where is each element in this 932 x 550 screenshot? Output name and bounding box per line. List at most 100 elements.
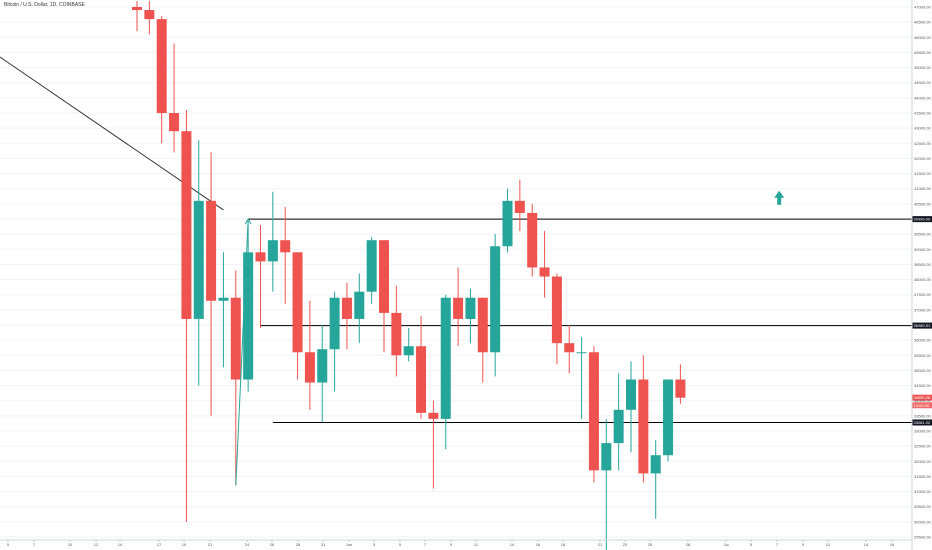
x-tick-label: 12 bbox=[826, 542, 831, 547]
y-tick-label: 37500.00 bbox=[914, 292, 931, 297]
candle-body[interactable] bbox=[416, 346, 427, 413]
level-price-label: 33281.22 bbox=[914, 420, 931, 425]
y-tick-label: 39000.00 bbox=[914, 247, 931, 252]
candle-body[interactable] bbox=[626, 379, 636, 410]
candle-body[interactable] bbox=[551, 276, 562, 344]
price-tag-label: 34050.26 bbox=[914, 395, 931, 400]
y-tick-label: 33000.00 bbox=[914, 429, 931, 434]
candle-body[interactable] bbox=[366, 240, 377, 292]
y-tick-label: 34500.00 bbox=[914, 383, 931, 388]
price-tag-label: 13:00:00 bbox=[914, 403, 930, 408]
y-tick-label: 42500.00 bbox=[914, 141, 931, 146]
y-tick-label: 31500.00 bbox=[914, 474, 931, 479]
price-tag bbox=[912, 394, 932, 401]
candle-body[interactable] bbox=[132, 7, 142, 11]
y-axis[interactable]: 29500.00 30000.00 30500.00 31000.00 31500.00… bbox=[911, 0, 931, 550]
candle-body[interactable] bbox=[477, 297, 488, 353]
level-price-label: 39996.08 bbox=[914, 217, 931, 222]
x-tick-label: 17 bbox=[157, 542, 162, 547]
x-tick-label: 14 bbox=[864, 542, 869, 547]
x-tick-label: 9 bbox=[802, 542, 805, 547]
y-tick-label: 30500.00 bbox=[914, 504, 931, 509]
y-tick-label: 40000.00 bbox=[914, 217, 931, 222]
candle-body[interactable] bbox=[440, 297, 451, 419]
y-tick-label: 33500.00 bbox=[914, 413, 931, 418]
candle-body[interactable] bbox=[663, 379, 674, 456]
x-tick-label: 23 bbox=[623, 542, 628, 547]
candle-body[interactable] bbox=[304, 352, 315, 383]
candle-body[interactable] bbox=[144, 10, 155, 20]
candle-body[interactable] bbox=[650, 455, 661, 474]
x-tick-label: 18 bbox=[561, 542, 566, 547]
grid bbox=[0, 6, 912, 538]
candle-body[interactable] bbox=[354, 291, 365, 319]
candle-body[interactable] bbox=[193, 200, 204, 319]
price-tag bbox=[912, 402, 932, 409]
chart-title: Bitcoin / U.S. Dollar, 1D, COINBASE bbox=[4, 2, 85, 8]
candle-body[interactable] bbox=[527, 212, 538, 268]
candle-body[interactable] bbox=[638, 379, 649, 474]
candle-body[interactable] bbox=[181, 131, 192, 319]
candle-body[interactable] bbox=[613, 409, 624, 444]
candle-body[interactable] bbox=[156, 19, 167, 113]
candle-body[interactable] bbox=[514, 200, 525, 213]
candle-body[interactable] bbox=[218, 297, 229, 301]
y-tick-label: 47000.00 bbox=[914, 5, 931, 10]
candle-body[interactable] bbox=[230, 297, 241, 380]
candle-body[interactable] bbox=[206, 200, 217, 301]
candle-body[interactable] bbox=[588, 352, 599, 471]
y-tick-label: 36000.00 bbox=[914, 338, 931, 343]
candle-body[interactable] bbox=[329, 297, 340, 350]
candle-body[interactable] bbox=[601, 443, 612, 471]
x-tick-label: 28 bbox=[296, 542, 301, 547]
candle-body[interactable] bbox=[243, 252, 254, 380]
candle-body[interactable] bbox=[267, 240, 278, 262]
candle-body[interactable] bbox=[675, 379, 686, 398]
x-tick-label: 31 bbox=[321, 542, 326, 547]
candle-body[interactable] bbox=[280, 240, 291, 253]
candle-body[interactable] bbox=[391, 312, 402, 356]
candle-body[interactable] bbox=[255, 252, 266, 262]
up-arrow-icon[interactable] bbox=[774, 190, 785, 205]
y-tick-label: 45500.00 bbox=[914, 50, 931, 55]
candle-body[interactable] bbox=[502, 200, 513, 247]
annotations[interactable]: 34050.26 13:00:00 bbox=[235, 190, 932, 486]
level-price-tag bbox=[912, 322, 932, 329]
candle-body[interactable] bbox=[465, 297, 476, 319]
candle-body[interactable] bbox=[576, 352, 587, 354]
candle-body[interactable] bbox=[428, 412, 439, 419]
candle-body[interactable] bbox=[490, 246, 501, 353]
projection-arrow-line[interactable] bbox=[235, 219, 249, 486]
x-tick-label: 16 bbox=[890, 542, 895, 547]
x-tick-label: 21 bbox=[598, 542, 603, 547]
x-tick-label: Jul bbox=[723, 542, 728, 547]
candle-body[interactable] bbox=[292, 252, 303, 353]
x-axis[interactable]: 5 7 10 12 14 17 19 21 24 26 28 31 Jun 3 5 7 9 11 14 16 18 21 2… bbox=[0, 539, 912, 547]
candle-body[interactable] bbox=[403, 346, 414, 356]
candle-body[interactable] bbox=[379, 240, 389, 313]
candle-body[interactable] bbox=[564, 343, 575, 353]
y-tick-label: 37000.00 bbox=[914, 307, 931, 312]
y-tick-label: 41500.00 bbox=[914, 171, 931, 176]
y-tick-label: 30000.00 bbox=[914, 519, 931, 524]
projection-arrowhead bbox=[244, 218, 252, 225]
candles[interactable] bbox=[132, 0, 686, 550]
candle-body[interactable] bbox=[539, 267, 550, 277]
x-tick-label: 26 bbox=[270, 542, 275, 547]
candle-body[interactable] bbox=[341, 297, 352, 319]
y-tick-label: 29500.00 bbox=[914, 535, 931, 540]
x-tick-label: Jun bbox=[346, 542, 352, 547]
x-tick-label: 7 bbox=[424, 542, 427, 547]
x-tick-label: 11 bbox=[474, 542, 479, 547]
y-tick-label: 41000.00 bbox=[914, 186, 931, 191]
x-tick-label: 10 bbox=[68, 542, 73, 547]
x-tick-label: 14 bbox=[118, 542, 123, 547]
y-tick-label: 38000.00 bbox=[914, 277, 931, 282]
candle-body[interactable] bbox=[317, 349, 328, 383]
level-price-tag bbox=[912, 419, 932, 426]
y-tick-label: 35500.00 bbox=[914, 353, 931, 358]
candle-body[interactable] bbox=[453, 297, 464, 319]
y-tick-label: 42000.00 bbox=[914, 156, 931, 161]
candle-body[interactable] bbox=[169, 113, 180, 132]
